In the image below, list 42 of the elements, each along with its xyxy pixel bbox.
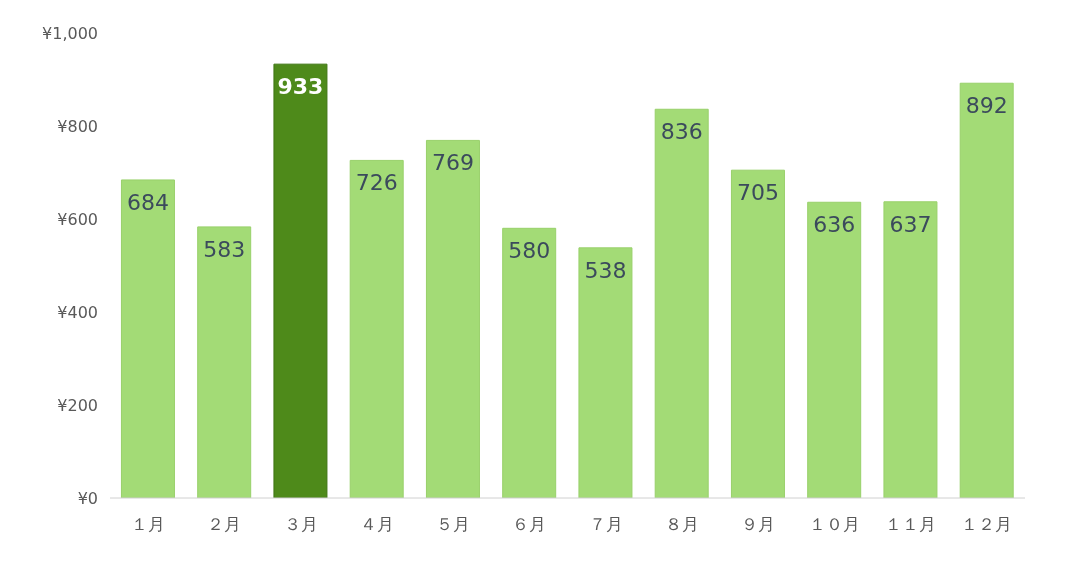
x-tick-label: １月	[131, 514, 166, 535]
bar	[197, 226, 252, 498]
x-tick-label: １２月	[961, 514, 1013, 535]
y-tick-label: ¥400	[57, 302, 98, 322]
x-tick-label: ５月	[436, 514, 471, 535]
x-tick-label: ２月	[207, 514, 242, 535]
y-tick-label: ¥1,000	[42, 23, 98, 43]
x-tick-label: ６月	[512, 514, 547, 535]
y-tick-label: ¥200	[57, 395, 98, 415]
y-tick-label: ¥600	[57, 209, 98, 229]
bar	[349, 159, 404, 498]
x-tick-label: １０月	[808, 514, 860, 535]
bar	[883, 201, 938, 498]
bar	[654, 108, 709, 498]
data-label: 538	[584, 257, 627, 283]
x-tick-label: ９月	[741, 514, 776, 535]
data-label: 836	[660, 119, 703, 145]
x-tick-label: ３月	[283, 514, 318, 535]
data-label: 684	[126, 189, 169, 215]
data-label: 637	[889, 211, 932, 237]
data-label: 726	[355, 170, 398, 196]
x-tick-label: ７月	[588, 514, 623, 535]
data-label: 705	[736, 180, 779, 206]
data-label: 583	[203, 236, 246, 262]
bar	[425, 139, 480, 498]
bar	[502, 227, 557, 498]
x-tick-label: １１月	[885, 514, 937, 535]
bar	[807, 201, 862, 498]
data-label: 892	[965, 93, 1008, 119]
x-tick-label: ４月	[359, 514, 394, 535]
bar	[730, 169, 785, 498]
bar	[273, 63, 328, 498]
bar	[578, 247, 633, 498]
x-tick-label: ８月	[664, 514, 699, 535]
bar	[959, 82, 1014, 498]
y-tick-label: ¥800	[57, 116, 98, 136]
data-label: 636	[813, 212, 856, 238]
data-label: 769	[431, 150, 474, 176]
bar	[120, 179, 175, 498]
data-label: 580	[508, 238, 551, 264]
y-tick-label: ¥0	[77, 488, 98, 508]
data-label: 933	[277, 74, 324, 100]
